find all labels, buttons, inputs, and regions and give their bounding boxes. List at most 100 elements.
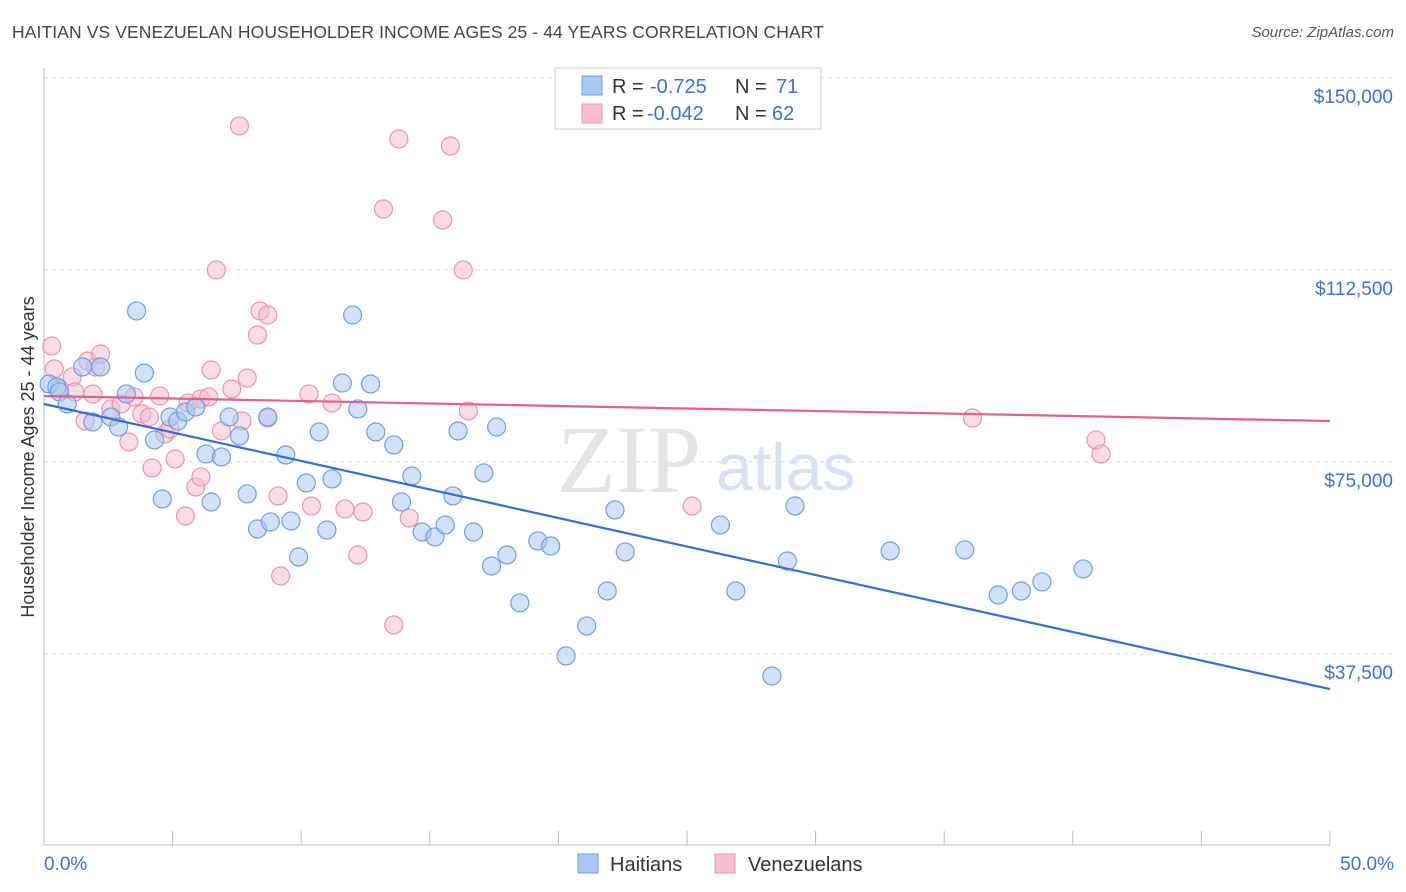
y-tick-label: $37,500 [1324,663,1393,684]
haitians-point [880,541,900,561]
haitians-point [474,463,494,483]
venezuelans-point [962,408,983,428]
haitians-trend-line [43,402,1331,691]
haitians-point [487,417,507,437]
haitians-point [348,399,368,419]
haitians-point [785,496,805,516]
venezuelans-point [271,566,291,586]
haitians-point [710,515,731,535]
haitians-point [577,616,597,636]
haitians-point [777,551,797,571]
haitians-point [497,545,517,565]
venezuelans-point [258,305,278,325]
haitians-point [361,374,381,394]
legend-bottom: Haitians Venezuelans [577,853,863,876]
haitians-point [510,593,530,613]
venezuelans-point [399,508,419,528]
venezuelans-point [353,502,373,522]
venezuelans-points [42,116,1111,635]
haitians-point [276,445,296,465]
venezuelans-point [247,325,268,345]
haitians-point [134,363,154,383]
haitians-point [988,585,1008,605]
venezuelans-point [237,368,257,388]
venezuelans-point [142,458,162,478]
venezuelans-point [42,336,62,356]
venezuelans-point [150,386,170,406]
haitians-point [1032,572,1052,592]
haitians-point [384,435,404,455]
x-tick-label-min: 0.0% [44,854,87,875]
venezuelans-point [299,384,319,404]
legend-bottom-venezuelans: Venezuelans [748,854,863,876]
legend-bottom-haitians: Haitians [610,854,682,876]
haitians-point [615,542,635,562]
haitians-point [955,540,975,560]
legend-n-label: N = [735,103,767,125]
venezuelans-point [458,401,478,421]
venezuelans-point [229,116,250,136]
venezuelans-point [389,129,409,149]
haitians-point [258,407,278,427]
legend-r-value: -0.042 [647,103,704,125]
venezuelans-point [222,379,242,399]
haitians-point [152,489,172,509]
venezuelans-point [301,496,322,516]
venezuelans-point [1091,444,1111,464]
haitians-point [237,484,257,504]
haitians-point [597,581,617,601]
haitians-point [126,301,147,321]
legend-bottom-swatch-haitians [577,853,599,874]
haitians-point [196,444,216,464]
venezuelans-point [453,260,473,280]
haitians-point [605,500,625,520]
legend-r-label: R = [612,76,644,98]
venezuelans-point [440,136,460,156]
haitians-point [260,512,280,532]
trend-lines [43,394,1331,691]
legend-n-value: 71 [776,76,798,98]
haitians-point [72,357,93,377]
venezuelans-point [682,496,702,516]
haitians-point [366,422,386,442]
y-axis-title: Householder Income Ages 25 - 44 years [18,296,38,617]
y-tick-label: $112,500 [1315,279,1393,300]
venezuelans-point [201,360,221,380]
venezuelans-point [348,545,368,565]
haitians-point [317,520,337,540]
haitians-point [435,515,455,535]
haitians-point [343,305,363,325]
venezuelans-point [373,199,394,219]
venezuelans-point [322,393,342,413]
haitians-point [391,492,412,512]
watermark-atlas: atlas [716,430,855,504]
venezuelans-point [191,467,211,487]
gridlines [44,77,1394,655]
haitians-point [211,447,232,467]
haitians-point [229,426,250,446]
venezuelans-trend-line [43,394,1331,423]
haitians-point [309,422,329,442]
legend-bottom-swatch-venezuelans [714,853,736,874]
haitians-point [144,430,165,450]
haitians-point [726,581,746,601]
haitians-point [1073,559,1093,579]
legend-top: R = -0.725 N = 71 R = -0.042 N = 62 [554,67,822,130]
haitians-point [219,407,239,427]
y-tick-label: $75,000 [1324,471,1393,492]
haitians-point [556,646,576,666]
source-label: Source: ZipAtlas.com [1251,24,1394,41]
venezuelans-point [335,499,355,519]
venezuelans-point [199,387,219,407]
venezuelans-point [384,615,404,635]
haitians-point [402,466,422,486]
haitians-point [116,384,136,404]
x-tick-label-max: 50.0% [1340,854,1394,875]
haitians-point [90,357,111,377]
haitians-point [463,522,484,542]
venezuelans-point [433,210,453,230]
venezuelans-point [165,449,185,469]
haitians-point [541,536,561,556]
haitians-point [281,511,301,531]
watermark-zip: ZIP [557,406,701,513]
